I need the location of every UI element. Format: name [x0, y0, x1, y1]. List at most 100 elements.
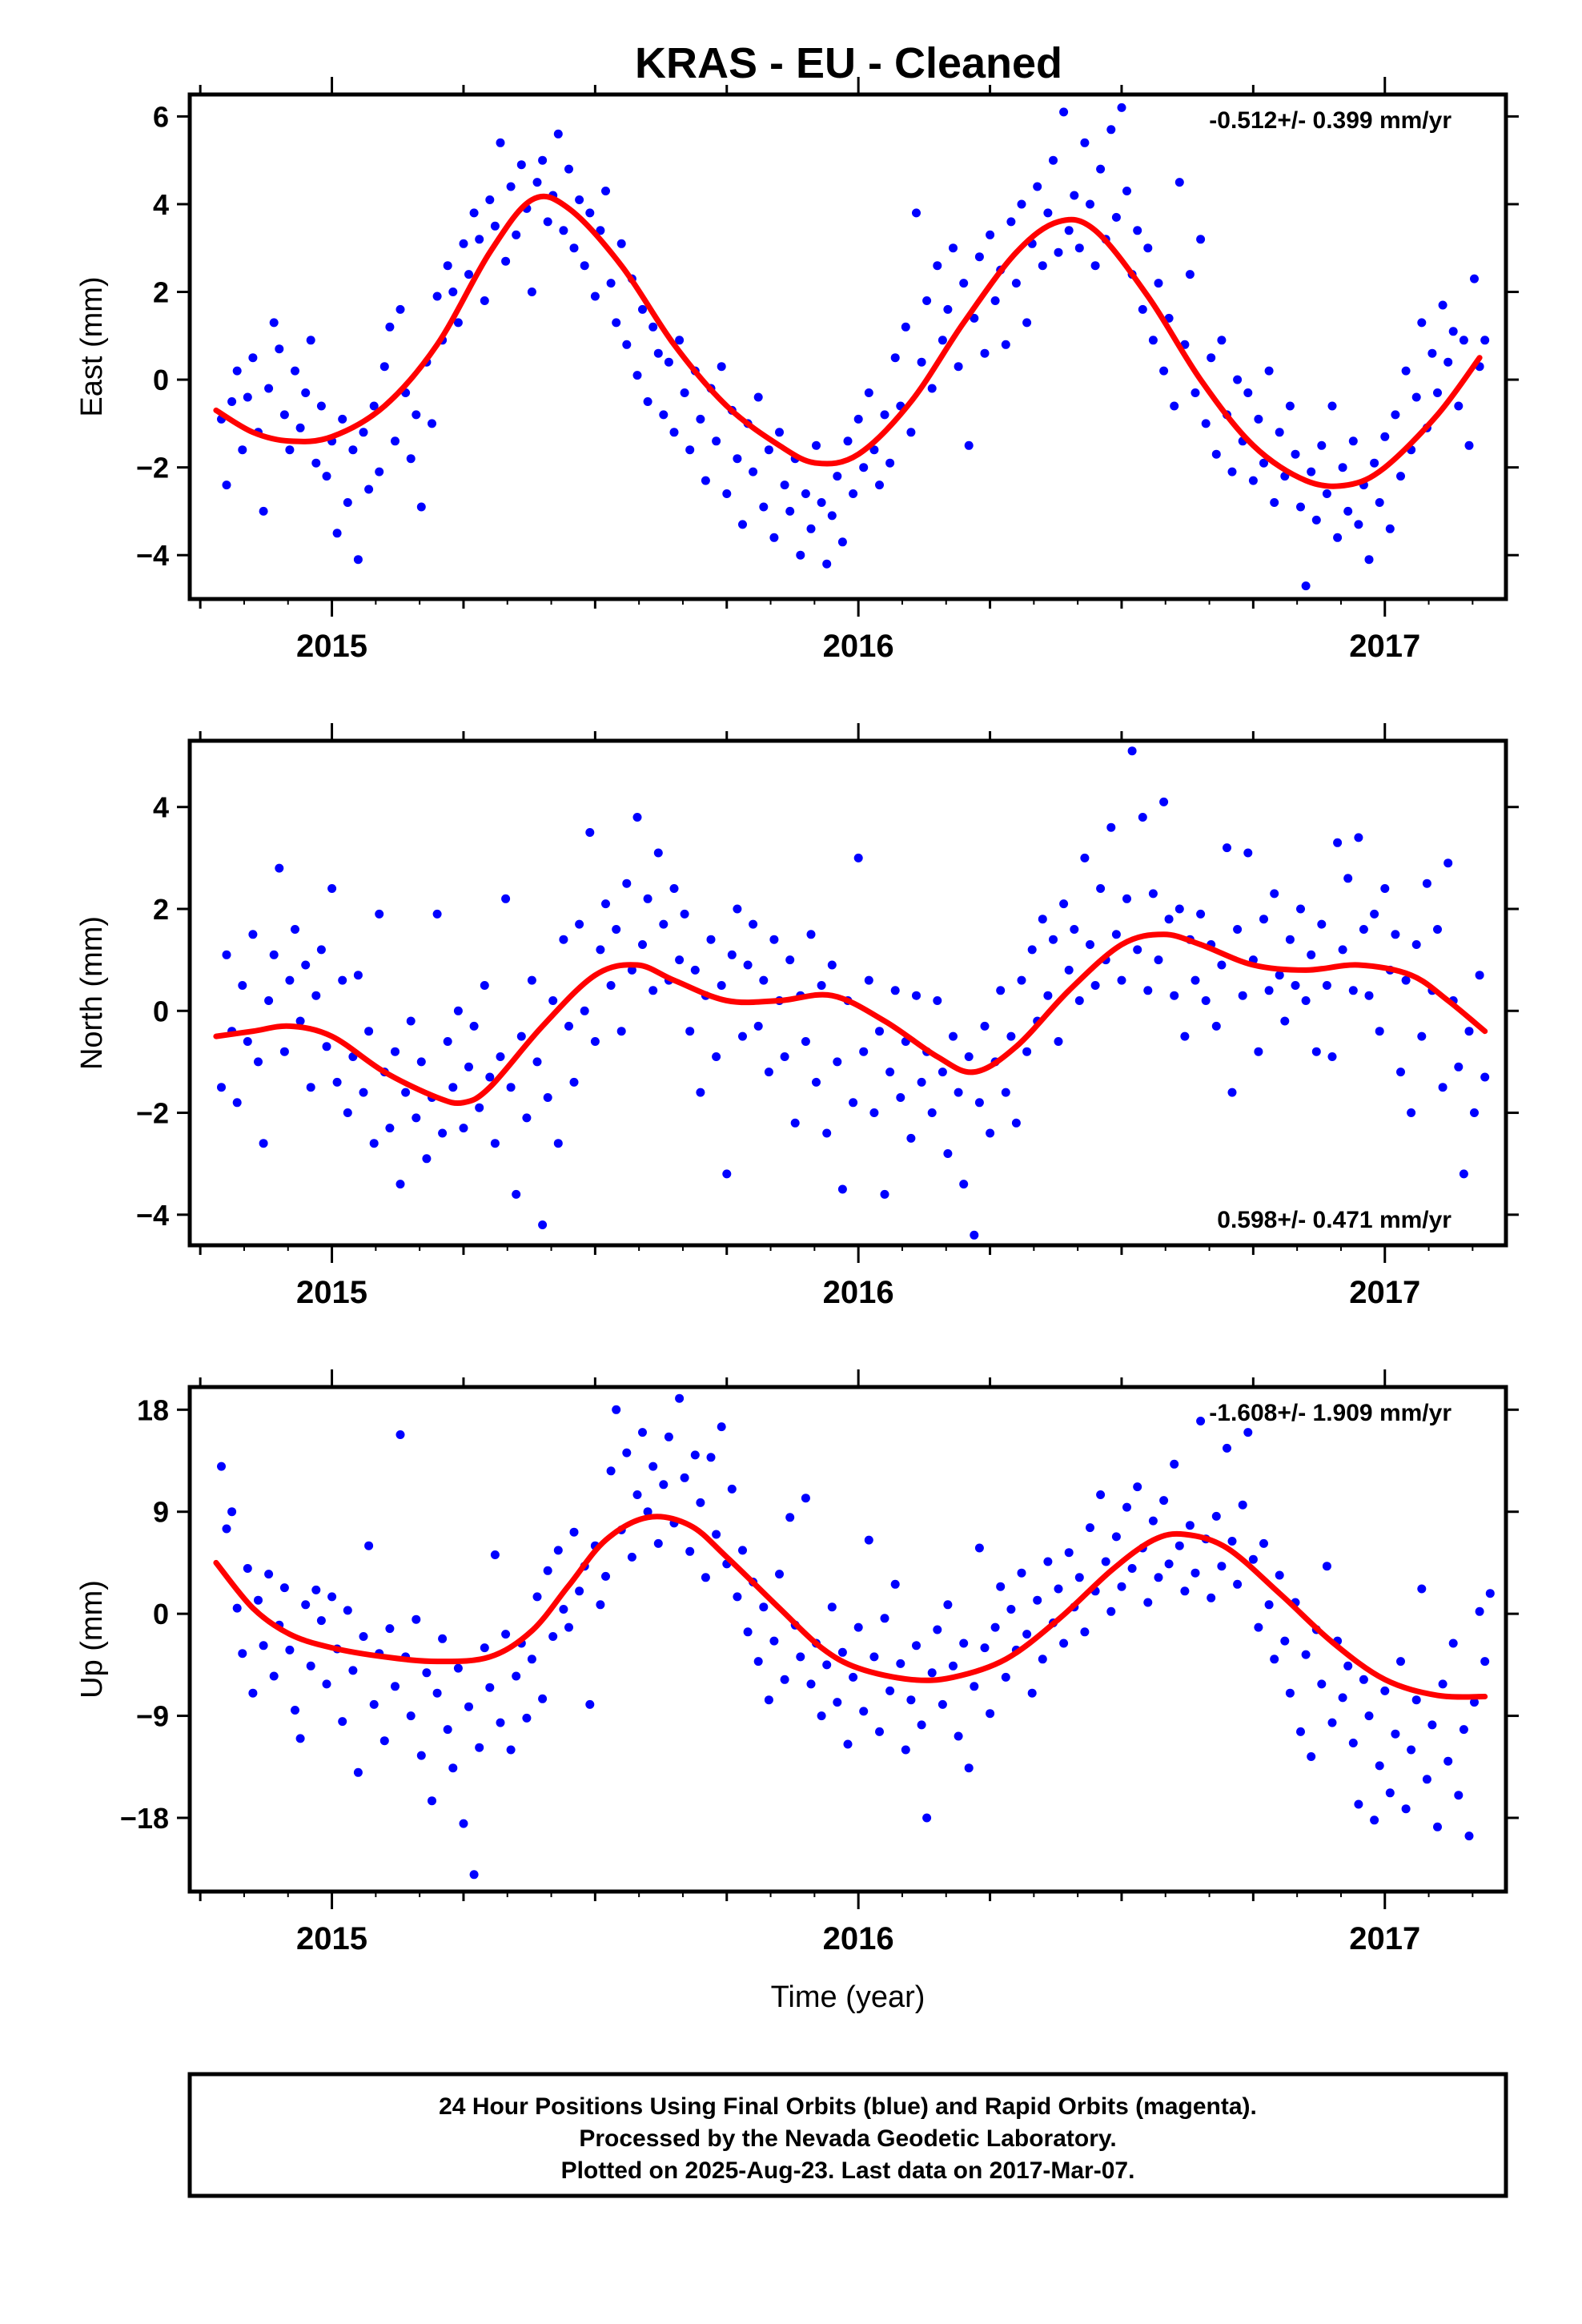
north-data-point [1196, 909, 1206, 919]
east-data-point [885, 458, 895, 468]
east-data-point [1370, 458, 1379, 468]
up-data-point [864, 1535, 873, 1545]
up-data-point [880, 1614, 889, 1623]
north-data-point [769, 935, 779, 944]
east-data-point [801, 489, 810, 498]
up-data-point [1438, 1679, 1447, 1689]
up-data-point [1464, 1831, 1474, 1841]
north-data-point [590, 1037, 600, 1046]
up-data-point [1170, 1459, 1179, 1469]
east-data-point [1011, 279, 1021, 288]
east-data-point [922, 296, 932, 305]
north-data-point [269, 950, 279, 959]
east-data-point [575, 195, 584, 204]
east-data-point [369, 401, 379, 411]
up-data-point [1148, 1516, 1158, 1526]
east-data-point [986, 230, 995, 239]
east-data-point [332, 529, 342, 538]
north-data-point [1364, 991, 1374, 1000]
panel-east: −4 −2 0 2 4 6 2015 2016 2017 East (mm) -0.512+/- 0… [75, 77, 1519, 664]
up-data-point [316, 1616, 326, 1626]
up-x-axis-label: Time (year) [771, 1980, 926, 2014]
north-data-point [1043, 991, 1053, 1000]
north-data-point [1354, 833, 1363, 842]
north-data-point [391, 1047, 400, 1056]
up-data-point [980, 1643, 990, 1653]
up-data-point [606, 1466, 616, 1476]
east-data-point [1254, 414, 1263, 424]
up-data-point [243, 1564, 252, 1573]
east-data-point [1196, 235, 1206, 244]
footer-box: 24 Hour Positions Using Final Orbits (bl… [187, 2072, 1508, 2198]
north-data-point [1380, 884, 1390, 893]
east-data-point [1275, 428, 1284, 437]
north-data-point [1164, 915, 1174, 924]
east-ytick-label: 0 [153, 364, 169, 396]
east-points [217, 103, 1490, 591]
north-data-point [849, 1098, 858, 1108]
up-data-point [764, 1695, 773, 1705]
north-xtick-label: 2016 [823, 1275, 894, 1310]
east-data-point [822, 559, 832, 569]
east-data-point [1443, 357, 1453, 367]
up-data-point [822, 1660, 832, 1670]
east-data-point [391, 436, 400, 446]
north-data-point [327, 884, 337, 893]
north-data-point [316, 945, 326, 955]
up-data-point [990, 1622, 1000, 1632]
up-data-point [675, 1393, 685, 1403]
up-data-point [922, 1813, 932, 1823]
north-data-point [1370, 909, 1379, 919]
up-data-point [785, 1513, 795, 1522]
north-data-point [475, 1103, 484, 1112]
north-data-point [785, 955, 795, 965]
north-data-point [248, 930, 258, 939]
east-data-point [295, 423, 305, 432]
up-data-point [1154, 1573, 1163, 1582]
up-data-point [248, 1688, 258, 1698]
east-data-point [1296, 502, 1305, 512]
north-data-point [680, 909, 689, 919]
north-data-point [1348, 986, 1358, 995]
east-data-point [664, 357, 673, 367]
up-data-point [379, 1736, 389, 1746]
north-data-point [1254, 1047, 1263, 1056]
up-data-point [1407, 1745, 1416, 1755]
east-data-point [827, 511, 837, 521]
up-data-point [348, 1666, 358, 1675]
up-fit-curve [213, 1514, 1488, 1700]
east-data-point [232, 366, 242, 376]
east-data-point [1080, 138, 1090, 147]
east-data-point [1401, 366, 1411, 376]
north-data-point [285, 975, 295, 985]
up-data-point [406, 1711, 416, 1721]
up-data-point [1270, 1655, 1279, 1664]
east-data-point [375, 467, 384, 476]
north-data-point [364, 1027, 374, 1036]
up-data-point [538, 1694, 548, 1703]
up-data-point [1233, 1579, 1243, 1589]
up-data-point [885, 1686, 895, 1695]
up-data-point [1396, 1657, 1405, 1667]
north-data-point [1396, 1068, 1405, 1077]
east-data-point [764, 445, 773, 455]
north-data-point [627, 965, 636, 975]
east-ytick-label: 2 [153, 276, 169, 309]
up-data-point [759, 1602, 769, 1612]
east-data-point [1070, 191, 1079, 200]
east-data-point [1480, 336, 1490, 345]
east-data-point [311, 458, 321, 468]
up-data-point [986, 1709, 995, 1719]
north-data-point [564, 1021, 573, 1031]
north-data-point [580, 1006, 589, 1015]
up-data-point [238, 1649, 247, 1659]
up-data-point [553, 1546, 563, 1555]
east-data-point [964, 440, 974, 450]
east-data-point [306, 336, 315, 345]
up-data-point [548, 1632, 558, 1641]
east-data-point [775, 428, 784, 437]
up-data-point [338, 1717, 347, 1727]
up-data-point [1038, 1655, 1047, 1664]
north-data-point [569, 1077, 579, 1087]
east-data-point [933, 261, 942, 271]
